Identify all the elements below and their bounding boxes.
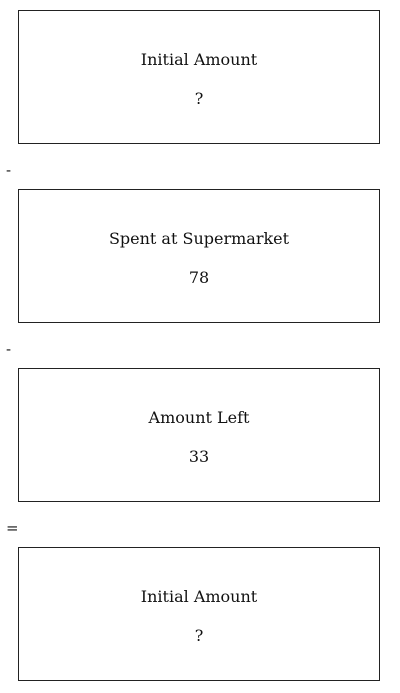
box-value: ? [194, 89, 204, 108]
box-label: Spent at Supermarket [108, 229, 290, 248]
box-initial-amount-result: Initial Amount ? [18, 547, 380, 681]
minus-operator: - [6, 161, 12, 179]
box-label: Amount Left [148, 408, 250, 427]
box-value: ? [194, 626, 204, 645]
box-spent-at-supermarket: Spent at Supermarket 78 [18, 189, 380, 323]
box-label: Initial Amount [140, 50, 258, 69]
box-value: 78 [188, 268, 210, 287]
box-amount-left: Amount Left 33 [18, 368, 380, 502]
box-initial-amount: Initial Amount ? [18, 10, 380, 144]
box-label: Initial Amount [140, 587, 258, 606]
minus-operator: - [6, 340, 12, 358]
box-value: 33 [188, 447, 210, 466]
equals-operator: = [6, 519, 19, 537]
